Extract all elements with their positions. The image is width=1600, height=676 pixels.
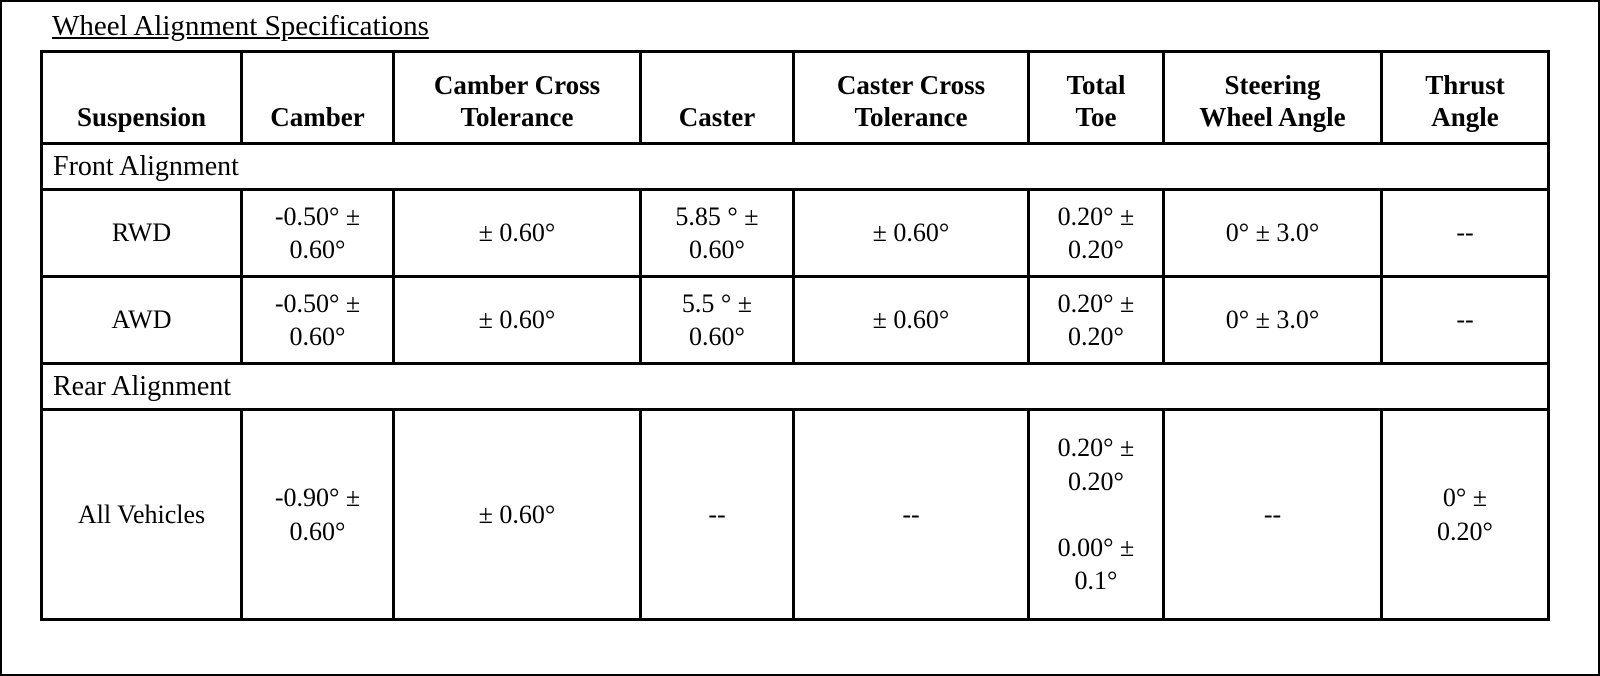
col-header-caster-cross-tolerance: Caster Cross Tolerance bbox=[792, 50, 1030, 145]
rwd-caster-cross-cell: ± 0.60° bbox=[792, 188, 1030, 278]
col-header-caster: Caster bbox=[639, 50, 795, 145]
awd-total-toe-cell: 0.20° ± 0.20° bbox=[1027, 275, 1165, 365]
awd-steering-angle-cell: 0° ± 3.0° bbox=[1162, 275, 1383, 365]
all-vehicles-thrust-angle-cell: 0° ± 0.20° bbox=[1380, 408, 1550, 621]
awd-camber-cell: -0.50° ± 0.60° bbox=[240, 275, 395, 365]
col-header-camber-cross-tolerance: Camber Cross Tolerance bbox=[392, 50, 642, 145]
rwd-camber-cell: -0.50° ± 0.60° bbox=[240, 188, 395, 278]
all-vehicles-camber-cell: -0.90° ± 0.60° bbox=[240, 408, 395, 621]
col-header-steering-wheel-angle: Steering Wheel Angle bbox=[1162, 50, 1383, 145]
all-vehicles-camber-cross-cell: ± 0.60° bbox=[392, 408, 642, 621]
all-vehicles-caster-cell: -- bbox=[639, 408, 795, 621]
wheel-alignment-table: Suspension Camber Camber Cross Tolerance… bbox=[40, 50, 1550, 621]
awd-thrust-angle-cell: -- bbox=[1380, 275, 1550, 365]
rwd-total-toe-cell: 0.20° ± 0.20° bbox=[1027, 188, 1165, 278]
rwd-caster-cell: 5.85 ° ± 0.60° bbox=[639, 188, 795, 278]
section-label-rear-alignment: Rear Alignment bbox=[40, 362, 1550, 411]
col-header-suspension: Suspension bbox=[40, 50, 243, 145]
table-row-awd: AWD -0.50° ± 0.60° ± 0.60° 5.5 ° ± 0.60°… bbox=[40, 275, 1550, 365]
all-vehicles-suspension-cell: All Vehicles bbox=[40, 408, 243, 621]
awd-suspension-cell: AWD bbox=[40, 275, 243, 365]
col-header-thrust-angle: Thrust Angle bbox=[1380, 50, 1550, 145]
table-row-rwd: RWD -0.50° ± 0.60° ± 0.60° 5.85 ° ± 0.60… bbox=[40, 188, 1550, 278]
rwd-steering-angle-cell: 0° ± 3.0° bbox=[1162, 188, 1383, 278]
col-header-camber: Camber bbox=[240, 50, 395, 145]
all-vehicles-total-toe-cell: 0.20° ± 0.20° 0.00° ± 0.1° bbox=[1027, 408, 1165, 621]
section-label-front-alignment: Front Alignment bbox=[40, 142, 1550, 191]
all-vehicles-caster-cross-cell: -- bbox=[792, 408, 1030, 621]
all-vehicles-steering-angle-cell: -- bbox=[1162, 408, 1383, 621]
rwd-thrust-angle-cell: -- bbox=[1380, 188, 1550, 278]
header-row: Suspension Camber Camber Cross Tolerance… bbox=[40, 50, 1550, 145]
rwd-suspension-cell: RWD bbox=[40, 188, 243, 278]
awd-caster-cross-cell: ± 0.60° bbox=[792, 275, 1030, 365]
section-row-rear-alignment: Rear Alignment bbox=[40, 362, 1550, 411]
awd-caster-cell: 5.5 ° ± 0.60° bbox=[639, 275, 795, 365]
col-header-total-toe: Total Toe bbox=[1027, 50, 1165, 145]
table-row-all-vehicles: All Vehicles -0.90° ± 0.60° ± 0.60° -- -… bbox=[40, 408, 1550, 621]
rwd-camber-cross-cell: ± 0.60° bbox=[392, 188, 642, 278]
page-title: Wheel Alignment Specifications bbox=[52, 10, 429, 42]
awd-camber-cross-cell: ± 0.60° bbox=[392, 275, 642, 365]
section-row-front-alignment: Front Alignment bbox=[40, 142, 1550, 191]
